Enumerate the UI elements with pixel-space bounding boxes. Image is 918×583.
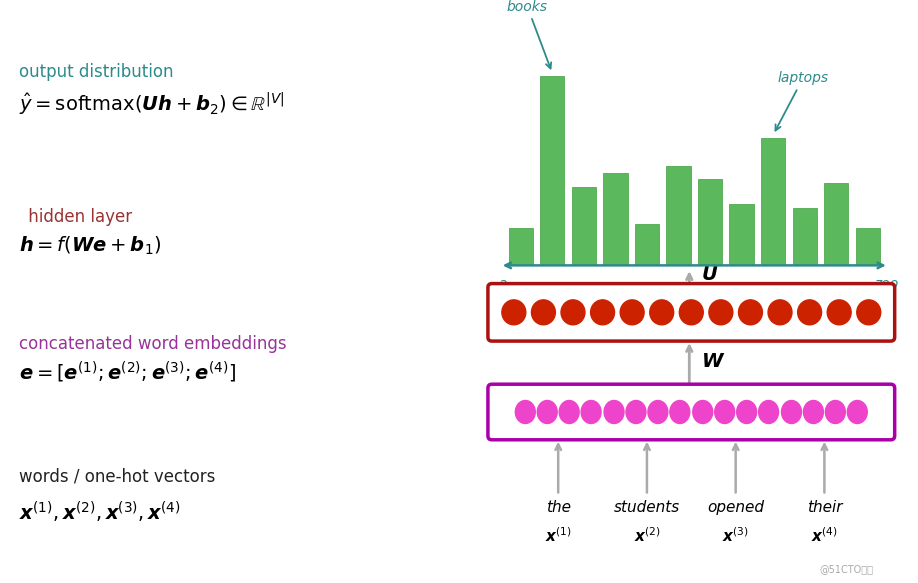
Text: opened: opened	[707, 500, 764, 515]
Ellipse shape	[847, 401, 868, 423]
FancyBboxPatch shape	[487, 283, 895, 341]
FancyBboxPatch shape	[634, 224, 659, 265]
Text: $\boldsymbol{x}^{(1)}, \boldsymbol{x}^{(2)}, \boldsymbol{x}^{(3)}, \boldsymbol{x: $\boldsymbol{x}^{(1)}, \boldsymbol{x}^{(…	[19, 500, 181, 525]
Text: $\boldsymbol{x}^{(1)}$: $\boldsymbol{x}^{(1)}$	[544, 526, 572, 545]
Ellipse shape	[709, 300, 733, 325]
FancyBboxPatch shape	[824, 183, 848, 265]
Ellipse shape	[670, 401, 689, 423]
Text: words / one-hot vectors: words / one-hot vectors	[19, 467, 216, 485]
FancyBboxPatch shape	[540, 76, 565, 265]
Ellipse shape	[856, 300, 880, 325]
Ellipse shape	[621, 300, 644, 325]
Text: the: the	[545, 500, 571, 515]
Ellipse shape	[827, 300, 851, 325]
FancyBboxPatch shape	[730, 203, 754, 265]
Ellipse shape	[626, 401, 646, 423]
Ellipse shape	[715, 401, 734, 423]
FancyBboxPatch shape	[666, 167, 690, 265]
Ellipse shape	[736, 401, 756, 423]
Text: @51CTO博客: @51CTO博客	[819, 564, 873, 574]
Ellipse shape	[768, 300, 792, 325]
Ellipse shape	[798, 300, 822, 325]
Ellipse shape	[604, 401, 624, 423]
Ellipse shape	[515, 401, 535, 423]
Ellipse shape	[561, 300, 585, 325]
Text: $\boldsymbol{W}$: $\boldsymbol{W}$	[701, 352, 725, 371]
Ellipse shape	[581, 401, 601, 423]
Ellipse shape	[781, 401, 801, 423]
FancyBboxPatch shape	[698, 179, 722, 265]
Ellipse shape	[650, 300, 674, 325]
Text: $\boldsymbol{h} = f(\boldsymbol{We} + \boldsymbol{b}_1)$: $\boldsymbol{h} = f(\boldsymbol{We} + \b…	[19, 235, 162, 257]
Text: $\boldsymbol{x}^{(3)}$: $\boldsymbol{x}^{(3)}$	[722, 526, 749, 545]
Text: laptops: laptops	[776, 71, 829, 131]
Text: output distribution: output distribution	[19, 63, 174, 81]
Text: a: a	[498, 277, 507, 291]
FancyBboxPatch shape	[856, 229, 880, 265]
Text: books: books	[507, 0, 551, 68]
Text: students: students	[614, 500, 680, 515]
FancyBboxPatch shape	[792, 208, 817, 265]
Text: $\hat{y} = \mathrm{softmax}(\boldsymbol{Uh} + \boldsymbol{b}_2) \in \mathbb{R}^{: $\hat{y} = \mathrm{softmax}(\boldsymbol{…	[19, 91, 285, 118]
Ellipse shape	[537, 401, 557, 423]
Ellipse shape	[648, 401, 668, 423]
Ellipse shape	[559, 401, 579, 423]
Ellipse shape	[825, 401, 845, 423]
FancyBboxPatch shape	[572, 187, 596, 265]
FancyBboxPatch shape	[603, 173, 628, 265]
Text: $\boldsymbol{e} = [\boldsymbol{e}^{(1)};\boldsymbol{e}^{(2)};\boldsymbol{e}^{(3): $\boldsymbol{e} = [\boldsymbol{e}^{(1)};…	[19, 360, 236, 385]
Ellipse shape	[502, 300, 526, 325]
FancyBboxPatch shape	[761, 138, 786, 265]
Text: $\boldsymbol{x}^{(4)}$: $\boldsymbol{x}^{(4)}$	[811, 526, 838, 545]
Ellipse shape	[532, 300, 555, 325]
Ellipse shape	[803, 401, 823, 423]
Text: $\boldsymbol{x}^{(2)}$: $\boldsymbol{x}^{(2)}$	[633, 526, 660, 545]
Text: zoo: zoo	[874, 277, 898, 291]
Ellipse shape	[758, 401, 778, 423]
Text: $\boldsymbol{U}$: $\boldsymbol{U}$	[701, 265, 719, 285]
Text: hidden layer: hidden layer	[23, 209, 132, 226]
FancyBboxPatch shape	[487, 384, 895, 440]
FancyBboxPatch shape	[509, 229, 532, 265]
Ellipse shape	[590, 300, 614, 325]
Text: their: their	[807, 500, 842, 515]
Ellipse shape	[679, 300, 703, 325]
Ellipse shape	[693, 401, 712, 423]
Ellipse shape	[738, 300, 763, 325]
Text: concatenated word embeddings: concatenated word embeddings	[19, 335, 287, 353]
